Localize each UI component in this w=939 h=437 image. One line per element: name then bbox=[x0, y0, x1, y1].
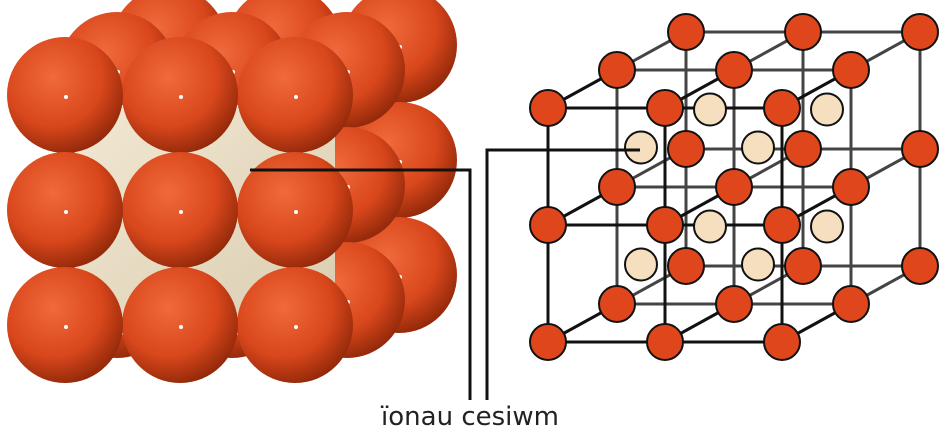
highlight bbox=[294, 325, 298, 329]
cesium-ion bbox=[624, 247, 658, 282]
chloride-ion bbox=[901, 130, 939, 168]
chloride-ion bbox=[646, 206, 684, 244]
cesium-ion bbox=[810, 92, 844, 127]
chloride-ion bbox=[122, 37, 238, 153]
chloride-ion bbox=[763, 206, 801, 244]
chloride-ion bbox=[784, 13, 822, 51]
chloride-ion bbox=[646, 323, 684, 361]
chloride-ion bbox=[901, 13, 939, 51]
highlight bbox=[294, 210, 298, 214]
chloride-ion bbox=[715, 51, 753, 89]
chloride-ion bbox=[667, 13, 705, 51]
chloride-ion bbox=[832, 51, 870, 89]
cesium-ion bbox=[741, 130, 775, 165]
highlight bbox=[179, 95, 183, 99]
chloride-ion bbox=[7, 152, 123, 268]
chloride-ion bbox=[598, 51, 636, 89]
chloride-ion bbox=[832, 285, 870, 323]
chloride-ion bbox=[529, 323, 567, 361]
cesium-ion bbox=[741, 247, 775, 282]
chloride-ion bbox=[763, 323, 801, 361]
chloride-ion bbox=[901, 247, 939, 285]
chloride-ion bbox=[667, 130, 705, 168]
chloride-ion bbox=[598, 285, 636, 323]
chloride-ion bbox=[784, 130, 822, 168]
chloride-ion bbox=[122, 152, 238, 268]
cesium-ion bbox=[624, 130, 658, 165]
chloride-ion bbox=[784, 247, 822, 285]
cesium-ion bbox=[693, 92, 727, 127]
highlight bbox=[294, 95, 298, 99]
chloride-ion bbox=[763, 89, 801, 127]
highlight bbox=[64, 325, 68, 329]
highlight bbox=[64, 210, 68, 214]
chloride-ion bbox=[529, 89, 567, 127]
chloride-ion bbox=[715, 285, 753, 323]
chloride-ion bbox=[7, 267, 123, 383]
chloride-ion bbox=[237, 37, 353, 153]
chloride-ion bbox=[667, 247, 705, 285]
cesium-ion bbox=[810, 209, 844, 244]
highlight bbox=[64, 95, 68, 99]
leader-line bbox=[485, 148, 640, 400]
chloride-ion bbox=[715, 168, 753, 206]
highlight bbox=[179, 210, 183, 214]
chloride-ion bbox=[7, 37, 123, 153]
chloride-ion bbox=[832, 168, 870, 206]
leader-line bbox=[250, 168, 472, 400]
chloride-ion bbox=[122, 267, 238, 383]
chloride-ion bbox=[529, 206, 567, 244]
lattice-model bbox=[529, 13, 939, 361]
chloride-ion bbox=[237, 152, 353, 268]
chloride-ion bbox=[237, 267, 353, 383]
space-filling-model bbox=[7, 0, 457, 383]
highlight bbox=[179, 325, 183, 329]
cesium-ion bbox=[693, 209, 727, 244]
chloride-ion bbox=[646, 89, 684, 127]
label: ïonau cesiwm bbox=[380, 402, 559, 432]
chloride-ion bbox=[598, 168, 636, 206]
